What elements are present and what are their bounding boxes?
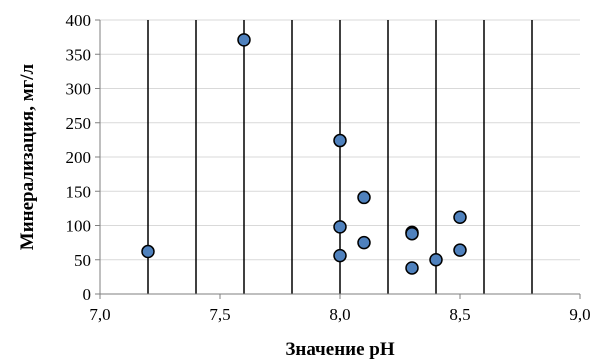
y-tick-label: 250	[66, 114, 92, 133]
x-tick-label: 8,5	[449, 305, 470, 324]
y-tick-label: 350	[66, 45, 92, 64]
x-axis-title: Значение pH	[285, 339, 395, 360]
data-point	[453, 243, 467, 257]
data-point	[237, 33, 251, 47]
data-point	[357, 235, 371, 250]
y-tick-label: 300	[66, 80, 92, 99]
x-tick-label: 8,0	[329, 305, 350, 324]
y-tick-label: 400	[66, 11, 92, 30]
data-point	[333, 133, 347, 148]
y-axis-title: Минерализация, мг/л	[17, 63, 38, 250]
x-tick-labels: 7,0 7,5 8,0 8,5 9,0	[89, 305, 590, 324]
data-point	[141, 244, 155, 259]
y-tick-label: 200	[66, 148, 92, 167]
y-tick-label: 50	[74, 251, 91, 270]
data-point	[405, 261, 419, 275]
y-tick-label: 150	[66, 182, 92, 201]
data-point	[333, 248, 347, 263]
data-point	[429, 253, 443, 267]
axes	[95, 19, 581, 299]
data-point	[357, 190, 371, 205]
x-tick-label: 7,0	[89, 305, 110, 324]
y-tick-label: 100	[66, 217, 92, 236]
data-point	[405, 226, 419, 241]
y-tick-labels: 0 50 100 150 200 250 300 350 400	[66, 11, 92, 304]
data-point	[333, 220, 347, 234]
vertical-gridlines	[147, 20, 533, 294]
data-points	[141, 33, 467, 275]
x-tick-label: 9,0	[569, 305, 590, 324]
data-point	[453, 210, 467, 225]
x-tick-label: 7,5	[209, 305, 230, 324]
y-tick-label: 0	[83, 285, 92, 304]
